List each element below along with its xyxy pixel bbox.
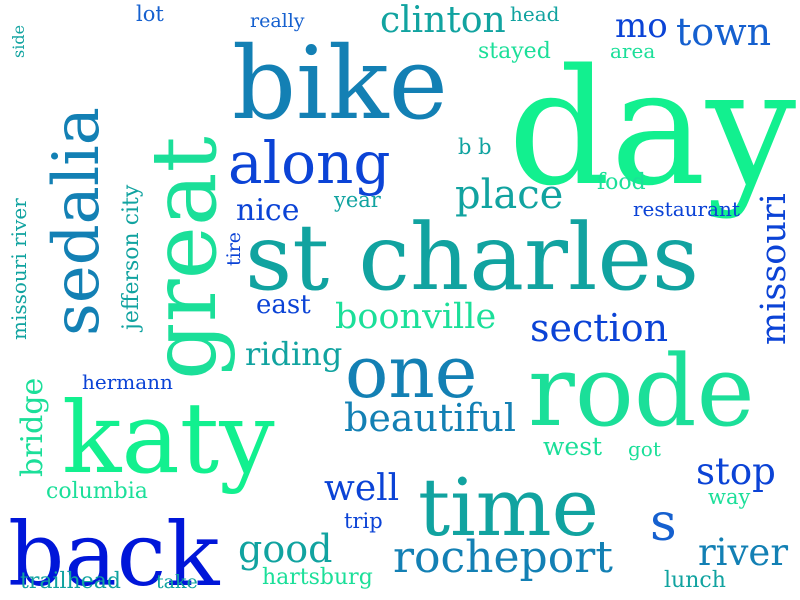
- word-area: area: [610, 39, 655, 63]
- word-along: along: [228, 129, 391, 197]
- word-place: place: [455, 172, 563, 218]
- word-head: head: [510, 2, 560, 26]
- word-beautiful: beautiful: [344, 396, 516, 440]
- word-bridge: bridge: [15, 378, 50, 477]
- word-lunch: lunch: [664, 568, 726, 593]
- word-section: section: [530, 306, 668, 350]
- word-day: day: [508, 34, 796, 221]
- word-sedalia: sedalia: [40, 107, 114, 336]
- word-side: side: [9, 25, 28, 58]
- word-year: year: [333, 188, 382, 212]
- word-way: way: [708, 485, 750, 509]
- word-really: really: [250, 10, 305, 32]
- word-rocheport: rocheport: [393, 532, 613, 583]
- word-time: time: [418, 461, 599, 554]
- word-east: east: [256, 290, 311, 320]
- word-town: town: [676, 10, 771, 54]
- word-great: great: [132, 136, 237, 380]
- word-well: well: [324, 468, 399, 509]
- word-katy: katy: [62, 382, 275, 496]
- word-missouri-river: missouri river: [7, 198, 31, 340]
- word-stayed: stayed: [478, 39, 551, 64]
- word-st-charles: st charles: [245, 204, 699, 311]
- word-missouri: missouri: [754, 193, 794, 345]
- word-trailhead: trailhead: [20, 569, 121, 594]
- word-bike: bike: [232, 25, 448, 142]
- word-one: one: [345, 330, 477, 414]
- word-riding: riding: [245, 335, 342, 373]
- word-got: got: [628, 437, 661, 461]
- word-tire: tire: [223, 232, 245, 266]
- word-stop: stop: [696, 450, 776, 493]
- word-s: s: [650, 493, 677, 553]
- word-river: river: [698, 531, 788, 574]
- word-food: food: [597, 170, 646, 195]
- word-boonville: boonville: [335, 297, 496, 337]
- word-columbia: columbia: [46, 479, 148, 504]
- word-clinton: clinton: [380, 0, 506, 41]
- word-take: take: [156, 571, 198, 593]
- word-back: back: [8, 503, 220, 600]
- word-hartsburg: hartsburg: [262, 565, 373, 590]
- word-hermann: hermann: [82, 370, 173, 394]
- word-lot: lot: [136, 2, 164, 26]
- word-rode: rode: [528, 335, 755, 449]
- word-good: good: [238, 527, 332, 571]
- word-west: west: [543, 432, 602, 461]
- word-restaurant: restaurant: [633, 197, 740, 221]
- word-nice: nice: [236, 193, 299, 228]
- word-b-b: b b: [458, 135, 492, 159]
- word-mo: mo: [615, 6, 668, 46]
- word-jefferson-city: jefferson city: [119, 184, 144, 333]
- word-trip: trip: [344, 509, 383, 533]
